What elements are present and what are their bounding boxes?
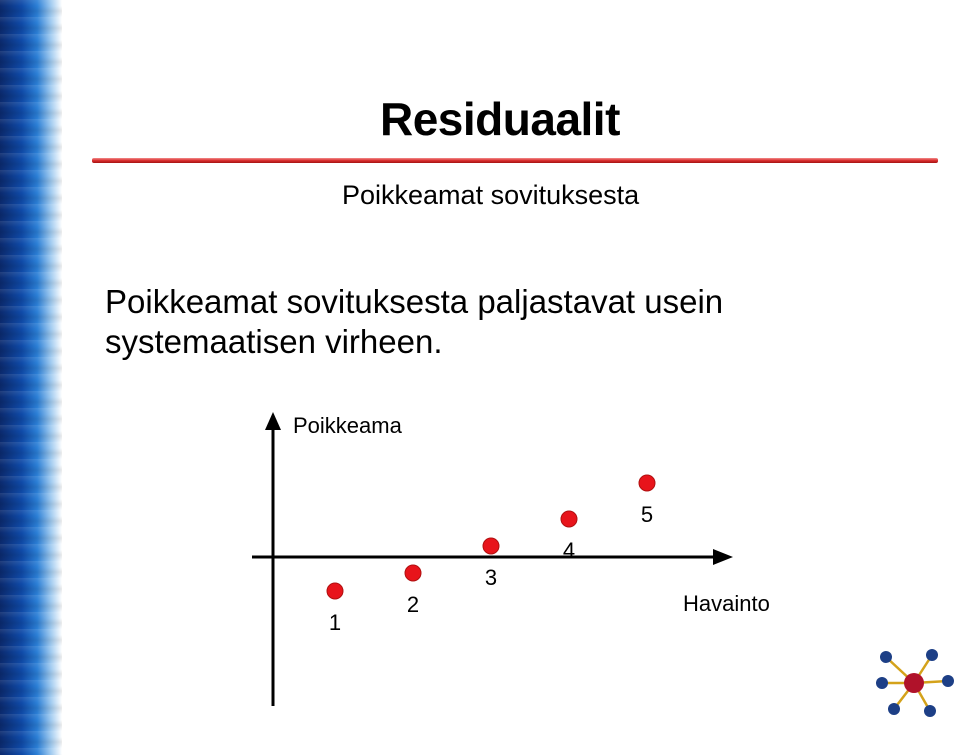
y-axis-label: Poikkeama	[293, 413, 403, 438]
y-axis-arrowhead	[265, 412, 281, 430]
data-point-4	[560, 510, 578, 528]
title-underline-rule	[92, 158, 938, 163]
body-paragraph: Poikkeamat sovituksesta paljastavat usei…	[105, 283, 724, 360]
x-axis-label: Havainto	[683, 591, 770, 616]
data-point-1	[326, 582, 344, 600]
data-point-label-1: 1	[329, 610, 341, 635]
x-axis-arrowhead	[713, 549, 733, 565]
molecule-logo-icon	[876, 649, 954, 717]
data-point-label-4: 4	[563, 538, 575, 563]
slide-title: Residuaalit	[380, 93, 620, 145]
slide-subtitle: Poikkeamat sovituksesta	[342, 180, 640, 210]
data-point-5	[638, 474, 656, 492]
data-point-label-2: 2	[407, 592, 419, 617]
data-point-2	[404, 564, 422, 582]
data-point-label-5: 5	[641, 502, 653, 527]
data-point-label-3: 3	[485, 565, 497, 590]
data-point-3	[482, 537, 500, 555]
data-points: 1 2 3 4 5	[326, 474, 656, 635]
left-decorative-bar	[0, 0, 62, 755]
